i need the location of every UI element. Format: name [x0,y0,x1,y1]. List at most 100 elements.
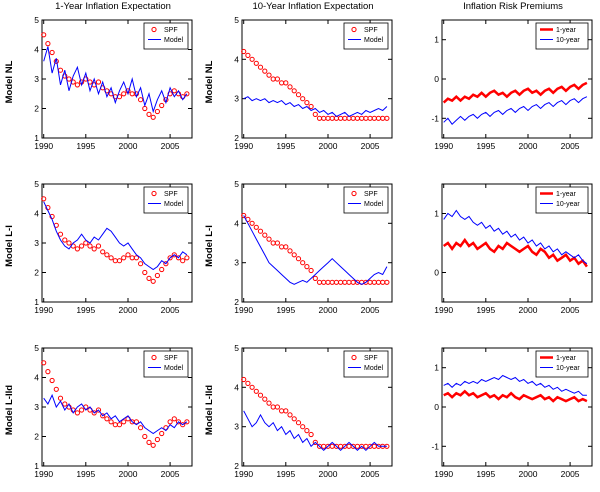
spf-marker [384,115,390,121]
y-tick-label: 1 [434,35,439,45]
chart-ylabel [404,378,416,442]
spf-marker [74,246,81,252]
spf-marker [241,212,247,219]
legend-label: Model [164,365,184,372]
y-tick-label: 3 [34,402,39,412]
y-tick-label: 5 [234,15,239,25]
legend-label: Model [164,37,184,44]
spf-marker [312,439,318,446]
10-year-line [443,209,588,265]
y-tick-label: 5 [34,15,39,25]
spf-marker [287,84,293,90]
y-tick-label: 0 [434,402,439,412]
x-tick-label: 1990 [34,305,53,315]
y-tick-label: 2 [234,297,239,307]
legend-box [343,22,389,50]
spf-marker [41,32,47,38]
legend-box [343,350,389,378]
spf-marker [253,224,259,230]
legend-label: 10-year [556,201,580,208]
spf-marker [154,436,160,443]
spf-marker [262,68,268,74]
x-tick-label: 1995 [476,141,495,151]
plot-model-li-10year: 1990 1995 2000 2005 2 3 4 5 SPF Model [234,179,393,315]
spf-marker [304,100,310,106]
legend-marker-circle [151,190,157,197]
legend-marker-circle [351,354,357,361]
legend-label: 1-year [556,27,577,34]
spf-marker [62,237,68,243]
spf-marker [175,419,182,425]
legend-box [143,186,189,214]
y-tick-label: 1 [434,209,439,219]
chart-ylabel: Model NL [4,60,15,104]
plot-model-li-1year: 1990 1995 2000 2005 1 2 3 4 5 SPF Model [34,179,193,315]
y-tick-label: 0 [434,74,439,84]
spf-marker [304,428,310,434]
spf-marker [308,431,314,438]
chart-cell-nl-1y: 1-Year Inflation Expectation Model NL 19… [0,0,200,164]
model-line [243,96,388,117]
spf-marker [91,246,97,252]
y-tick-label: 5 [34,179,39,189]
spf-marker [384,279,390,285]
spf-marker [283,408,289,414]
x-tick-label: 1990 [34,469,53,479]
legend-label: SPF [364,355,378,362]
legend-box [143,22,189,50]
spf-marker [308,267,314,274]
legend-label: SPF [164,191,178,198]
spf-marker [150,442,156,448]
x-tick-label: 2000 [519,305,538,315]
spf-marker [300,96,306,102]
plot-model-nl-1year: 1990 1995 2000 2005 1 2 3 4 5 SPF Model [34,15,193,151]
spf-marker [295,92,302,98]
spf-marker [116,258,123,264]
legend-marker-circle [151,354,157,361]
chart-title: 1-Year Inflation Expectation [55,1,171,12]
spf-marker [159,102,165,109]
spf-marker [142,269,148,276]
spf-marker [295,420,302,426]
spf-marker [291,88,297,94]
spf-marker [249,220,255,226]
spf-marker [74,410,81,416]
spf-marker [150,278,156,284]
spf-marker [287,248,293,254]
legend-label: Model [364,37,384,44]
spf-marker [154,108,160,115]
legend-label: 1-year [556,191,577,198]
y-tick-label: 3 [234,94,239,104]
spf-marker [180,258,186,264]
legend-box [535,22,589,50]
x-tick-label: 2000 [519,469,538,479]
x-tick-label: 1995 [76,305,95,315]
spf-marker [241,48,247,55]
x-tick-label: 1990 [34,141,53,151]
y-tick-label: 3 [234,422,239,432]
spf-marker [167,419,173,425]
spf-marker [184,91,190,97]
x-tick-label: 1990 [234,469,253,479]
legend-label: Model [164,201,184,208]
spf-marker [253,388,259,394]
x-tick-label: 2005 [561,305,580,315]
spf-marker [171,252,177,258]
spf-marker [249,56,255,62]
spf-marker [180,422,186,428]
spf-marker [253,60,259,66]
spf-marker [104,252,110,258]
spf-marker [283,244,289,250]
chart-cell-nl-premiums: Inflation Risk Premiums 1990 1995 2000 2005… [400,0,600,164]
spf-marker [291,416,297,422]
y-tick-label: 4 [234,382,239,392]
chart-ylabel [404,50,416,114]
y-tick-label: 1 [34,297,39,307]
x-tick-label: 2000 [319,469,338,479]
y-tick-label: 3 [34,74,39,84]
x-tick-label: 2005 [361,469,380,479]
spf-marker [142,433,148,440]
x-tick-label: 2005 [161,141,180,151]
x-tick-label: 2000 [119,305,138,315]
spf-marker [125,252,131,258]
